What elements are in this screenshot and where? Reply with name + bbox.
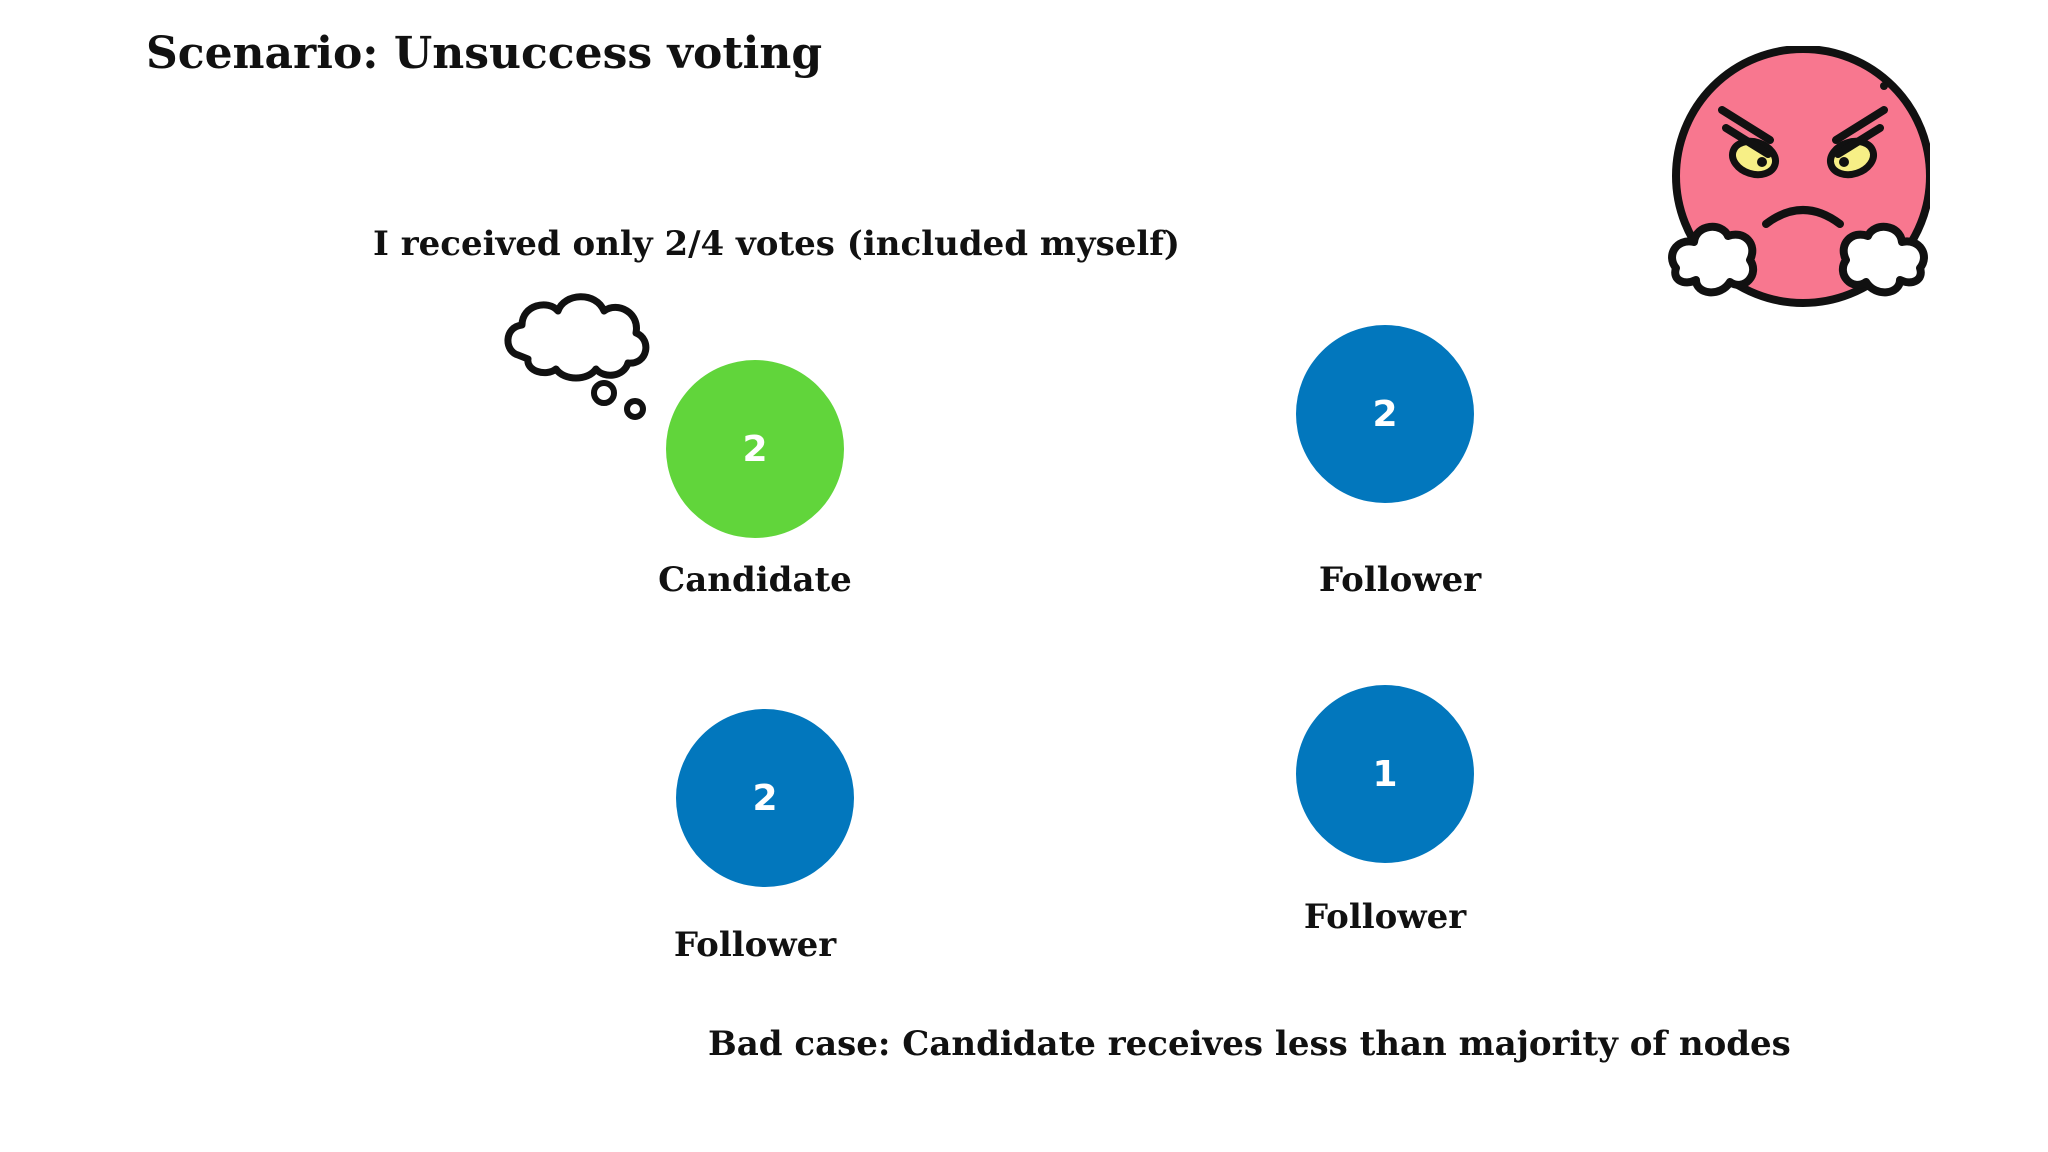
follower-label: Follower <box>1303 897 1467 937</box>
follower-term: 2 <box>752 777 778 819</box>
thought-bubble-icon <box>504 293 650 420</box>
follower-node-top-right: 2 <box>1296 325 1474 503</box>
follower-node-bottom-left: 2 <box>676 709 854 887</box>
candidate-label: Candidate <box>658 560 852 600</box>
candidate-node: 2 <box>666 360 844 538</box>
angry-face-icon <box>1668 46 1930 307</box>
follower-term: 2 <box>1372 393 1398 435</box>
thought-text: I received only 2/4 votes (included myse… <box>373 224 1180 264</box>
follower-label: Follower <box>1318 560 1482 600</box>
follower-node-bottom-right: 1 <box>1296 685 1474 863</box>
follower-label: Follower <box>673 925 837 965</box>
caption: Bad case: Candidate receives less than m… <box>708 1024 1791 1064</box>
follower-term: 1 <box>1372 753 1398 795</box>
slide-title: Scenario: Unsuccess voting <box>146 28 823 79</box>
candidate-term: 2 <box>742 428 768 470</box>
